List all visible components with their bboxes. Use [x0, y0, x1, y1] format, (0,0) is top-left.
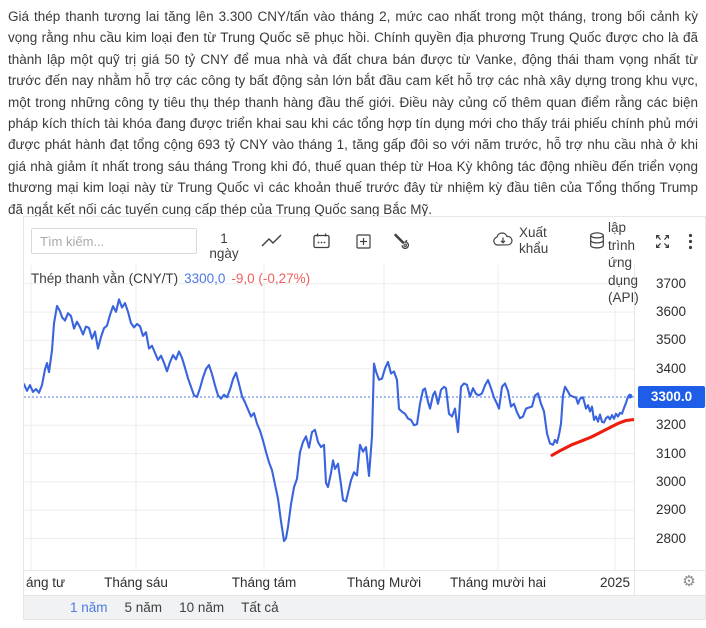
range-button[interactable]: 5 năm	[124, 600, 163, 615]
y-axis-label: 3200	[655, 417, 687, 433]
price-change: -9,0 (-0,27%)	[231, 271, 311, 286]
range-button[interactable]: 1 năm	[70, 600, 108, 615]
api-button[interactable]: lập trình ứng dụng (API)	[589, 217, 639, 305]
interval-unit: ngày	[209, 246, 239, 261]
x-axis-label: Tháng sáu	[104, 575, 168, 590]
cloud-download-icon	[492, 231, 514, 251]
range-bar: 1 năm 5 năm 10 năm Tất cả	[24, 595, 705, 619]
y-axis: 3300.0 3700 3600 3500 3400 3200 3100 3000 2900 2…	[634, 265, 706, 570]
price-line	[24, 298, 632, 543]
x-axis-label: Tháng tám	[231, 575, 297, 590]
plot-svg[interactable]	[24, 265, 634, 570]
compare-button[interactable]	[354, 232, 373, 251]
date-range-button[interactable]	[311, 231, 332, 251]
interval-number: 1	[220, 231, 228, 246]
x-axis-label: Tháng Mười	[346, 575, 422, 590]
search-input[interactable]	[31, 228, 197, 254]
y-axis-label: 3700	[655, 275, 687, 291]
y-axis-label: 3400	[655, 360, 687, 376]
wrench-icon	[393, 233, 409, 249]
gear-icon[interactable]: ⚙	[676, 572, 702, 590]
interval-selector[interactable]: 1 ngày	[203, 229, 245, 263]
y-axis-label: 3500	[655, 332, 687, 348]
current-price-badge: 3300.0	[638, 386, 705, 408]
plus-box-icon	[356, 233, 371, 249]
y-axis-label: 2800	[655, 530, 687, 546]
api-label: lập trình ứng dụng (API)	[608, 220, 639, 305]
last-point-dot	[627, 393, 633, 399]
last-price: 3300,0	[184, 271, 226, 286]
x-axis-label: 2025	[599, 575, 631, 590]
fullscreen-button[interactable]	[653, 232, 672, 251]
y-axis-label: 3600	[655, 304, 687, 320]
series-title: Thép thanh vằn (CNY/T)	[31, 271, 179, 286]
chart-toolbar: 1 ngày	[24, 217, 705, 305]
more-menu-button[interactable]	[686, 231, 695, 252]
vertical-dots-icon	[688, 233, 693, 250]
chart-header: Thép thanh vằn (CNY/T) 3300,0 -9,0 (-0,2…	[31, 271, 310, 286]
x-axis-label: Tháng mười hai	[450, 575, 546, 590]
expand-icon	[655, 234, 670, 249]
range-button[interactable]: Tất cả	[241, 600, 279, 615]
chart-widget: 1 ngày	[23, 216, 706, 620]
y-axis-label: 3000	[655, 473, 687, 489]
chart-area: Thép thanh vằn (CNY/T) 3300,0 -9,0 (-0,2…	[24, 265, 705, 570]
y-axis-label: 3100	[655, 445, 687, 461]
red-annotation	[550, 418, 634, 457]
chart-type-button[interactable]	[259, 231, 285, 251]
axis-divider	[634, 571, 635, 595]
calendar-icon	[313, 233, 330, 249]
line-chart-icon	[261, 233, 283, 249]
y-axis-label: 2900	[655, 502, 687, 518]
export-button[interactable]: Xuất khẩu	[490, 223, 561, 259]
range-button[interactable]: 10 năm	[179, 600, 225, 615]
article-paragraph: Giá thép thanh tương lai tăng lên 3.300 …	[8, 9, 698, 217]
x-axis: ⚙ áng tư Tháng sáu Tháng tám Tháng Mười Thán…	[24, 570, 705, 595]
x-axis-label: áng tư	[26, 575, 66, 590]
settings-tools-button[interactable]	[391, 231, 411, 251]
export-label: Xuất khẩu	[519, 225, 549, 256]
database-icon	[589, 232, 605, 252]
